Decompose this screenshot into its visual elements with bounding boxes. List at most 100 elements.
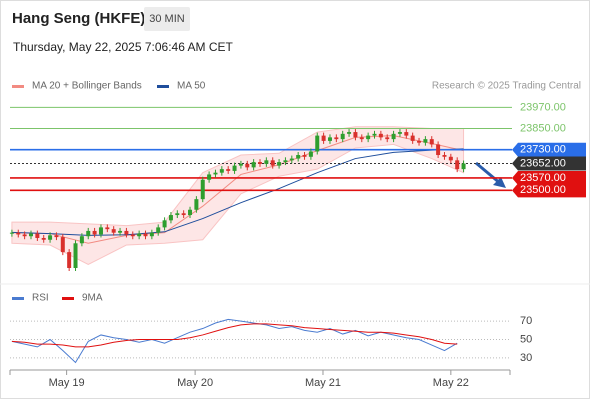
bollinger-band — [11, 126, 465, 266]
candle — [28, 233, 33, 237]
candle — [79, 236, 84, 244]
candle — [448, 156, 453, 161]
forecast-arrowhead — [493, 177, 506, 188]
candle — [111, 229, 116, 233]
candle — [105, 227, 110, 230]
candle — [442, 155, 447, 157]
credit: Research © 2025 Trading Central — [432, 81, 581, 92]
candle — [270, 160, 275, 166]
candle — [308, 151, 313, 157]
level-label: 23500.00 — [520, 184, 566, 196]
level-label: 23730.00 — [520, 144, 566, 156]
y-tick-label: 30 — [520, 352, 532, 364]
x-tick-label: May 19 — [49, 377, 85, 389]
candle — [327, 137, 332, 141]
candle — [289, 158, 294, 161]
level-label: 23570.00 — [520, 172, 566, 184]
interval-button[interactable] — [144, 7, 190, 31]
candle — [251, 162, 256, 168]
candle — [359, 137, 364, 140]
candle — [207, 174, 212, 180]
y-tick-label: 70 — [520, 315, 532, 327]
candle — [48, 235, 53, 240]
candle — [213, 172, 218, 175]
legend-label: RSI — [32, 293, 49, 304]
candle — [334, 137, 339, 140]
level-label: 23850.00 — [520, 122, 566, 134]
candle — [283, 160, 288, 163]
candle — [124, 230, 129, 235]
candle — [149, 232, 154, 237]
legend-swatch — [62, 297, 74, 300]
candle — [277, 162, 282, 166]
x-tick-label: May 22 — [433, 377, 469, 389]
candle — [302, 155, 307, 157]
candle — [67, 252, 72, 268]
candle — [455, 160, 460, 170]
candle — [168, 215, 173, 221]
candle — [429, 139, 434, 145]
candle — [315, 135, 320, 152]
candle — [423, 139, 428, 143]
legend-label: MA 50 — [177, 81, 206, 92]
x-tick-label: May 21 — [305, 377, 341, 389]
level-label: 23652.00 — [520, 157, 566, 169]
legend-swatch — [157, 85, 169, 88]
candle — [41, 237, 46, 240]
candle — [92, 230, 97, 235]
candle — [22, 234, 27, 237]
candle — [366, 135, 371, 140]
candle — [200, 179, 205, 200]
candle — [219, 169, 224, 173]
candle — [137, 233, 142, 237]
candle — [143, 233, 148, 237]
candle — [353, 132, 358, 138]
candle — [232, 165, 237, 171]
forecast-arrow — [475, 161, 502, 186]
level-label: 23970.00 — [520, 101, 566, 113]
candle — [391, 133, 396, 140]
candle — [321, 135, 326, 141]
candle — [130, 234, 135, 237]
legend-label: 9MA — [82, 293, 103, 304]
candle — [245, 163, 250, 168]
candle — [54, 235, 59, 238]
candle — [156, 227, 161, 233]
legend-swatch — [12, 297, 24, 300]
candle — [397, 132, 402, 134]
candle — [188, 209, 193, 216]
candle — [16, 232, 21, 235]
candle — [436, 144, 441, 156]
candle — [226, 169, 231, 171]
candle — [238, 163, 243, 166]
level-box — [512, 183, 586, 198]
candle — [73, 243, 78, 268]
candle — [372, 133, 377, 136]
candle — [378, 133, 383, 138]
candle — [35, 233, 40, 238]
candle — [60, 237, 65, 253]
legend-label: MA 20 + Bollinger Bands — [32, 81, 142, 92]
candle — [162, 220, 167, 228]
candle — [175, 213, 180, 216]
candle — [410, 135, 415, 141]
datetime: Thursday, May 22, 2025 7:06:46 AM CET — [13, 40, 234, 54]
candle — [404, 132, 409, 136]
candle — [417, 140, 422, 143]
candle — [461, 163, 466, 170]
candle — [194, 199, 199, 210]
y-tick-label: 50 — [520, 333, 532, 345]
candle — [118, 230, 123, 233]
rsi-ma-line — [11, 323, 458, 348]
candle — [347, 132, 352, 134]
candle — [98, 227, 103, 235]
candle — [385, 137, 390, 140]
level-box — [512, 142, 586, 157]
candle — [340, 133, 345, 140]
candle — [86, 230, 91, 237]
candle — [264, 160, 269, 164]
level-box — [512, 156, 586, 171]
interval[interactable]: 30 MIN — [149, 13, 185, 25]
